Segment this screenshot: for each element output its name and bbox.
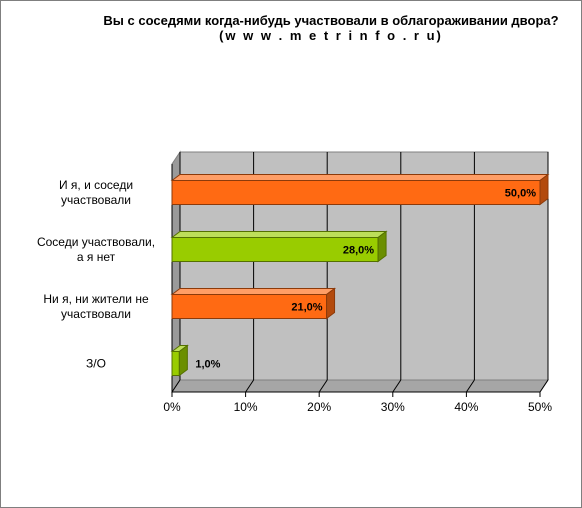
bar bbox=[171, 180, 541, 205]
x-tick-label: 50% bbox=[528, 400, 552, 414]
bar-side-face bbox=[326, 287, 336, 320]
category-label: участвовали bbox=[61, 307, 131, 321]
x-tick-label: 30% bbox=[381, 400, 405, 414]
gridline-floor bbox=[318, 379, 328, 393]
x-tick-label: 20% bbox=[307, 400, 331, 414]
x-tick-label: 40% bbox=[454, 400, 478, 414]
gridline-floor bbox=[539, 379, 549, 393]
category-label: Соседи участвовали, bbox=[37, 235, 155, 249]
bar-side-face bbox=[178, 344, 188, 377]
gridline-floor bbox=[171, 379, 181, 393]
category-label: Ни я, ни жители не bbox=[43, 292, 149, 306]
x-tick-label: 10% bbox=[234, 400, 258, 414]
category-label: участвовали bbox=[61, 193, 131, 207]
gridline-floor bbox=[245, 379, 255, 393]
bar-side-face bbox=[377, 230, 387, 263]
data-label: 50,0% bbox=[505, 188, 536, 200]
chart-title: Вы с соседями когда-нибудь участвовали в… bbox=[101, 13, 561, 43]
data-label: 28,0% bbox=[343, 245, 374, 257]
data-label: 21,0% bbox=[291, 302, 322, 314]
bar-top-face bbox=[170, 231, 388, 238]
chart-title-text: Вы с соседями когда-нибудь участвовали в… bbox=[103, 13, 559, 28]
bar-top-face bbox=[170, 288, 337, 295]
chart-source: (w w w . m e t r i n f o . r u) bbox=[219, 28, 443, 43]
gridline-floor bbox=[392, 379, 402, 393]
x-tick-label: 0% bbox=[163, 400, 181, 414]
gridline-floor bbox=[465, 379, 475, 393]
bar-top-face bbox=[170, 174, 550, 181]
category-label: И я, и соседи bbox=[59, 178, 133, 192]
bar bbox=[171, 351, 180, 376]
bar-side-face bbox=[539, 173, 549, 206]
category-label: З/О bbox=[86, 357, 106, 371]
plot-floor bbox=[171, 379, 549, 393]
category-label: а я нет bbox=[77, 250, 116, 264]
data-label: 1,0% bbox=[195, 359, 220, 371]
